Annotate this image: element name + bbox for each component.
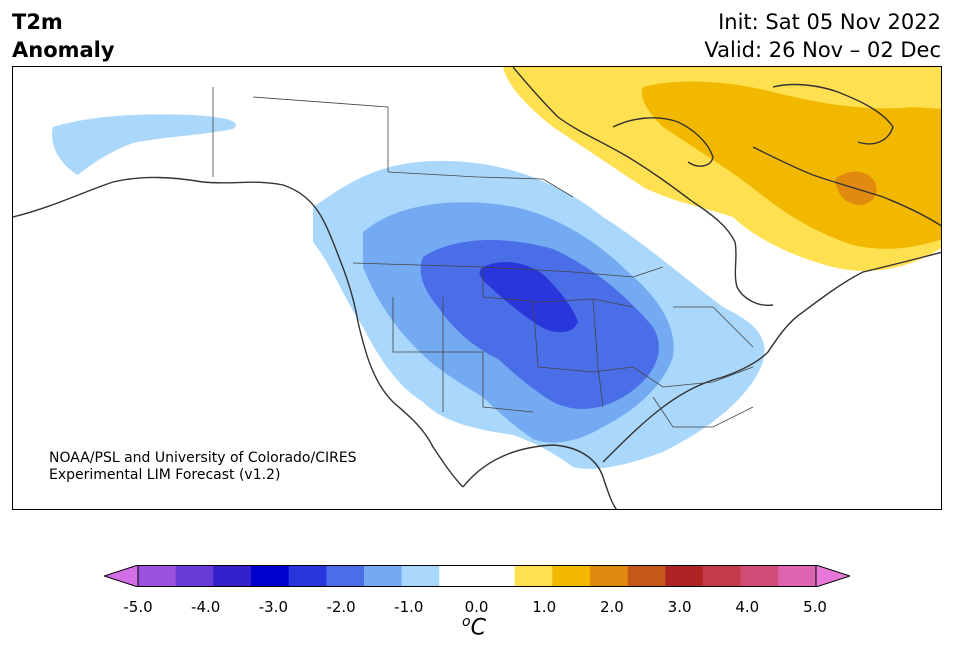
coastlines bbox=[13, 67, 941, 509]
cold-anomaly-band-4 bbox=[479, 262, 578, 333]
unit-letter: C bbox=[470, 615, 486, 641]
colorbar-cell bbox=[288, 565, 327, 587]
colorbar-ticks: -5.0 -4.0 -3.0 -2.0 -1.0 0.0 1.0 2.0 3.0 4.0 5.0 bbox=[0, 598, 953, 618]
colorbar-cell bbox=[175, 565, 214, 587]
quantity-label: Anomaly bbox=[12, 38, 115, 62]
political-borders bbox=[212, 87, 754, 428]
colorbar-tick-label: 1.0 bbox=[532, 598, 557, 616]
colorbar-cell bbox=[251, 565, 290, 587]
credit-text: NOAA/PSL and University of Colorado/CIRE… bbox=[49, 450, 357, 484]
colorbar-tick-label: -1.0 bbox=[394, 598, 424, 616]
map-title: T2m Anomaly bbox=[12, 8, 115, 64]
cold-anomaly-band-1-west bbox=[52, 114, 237, 175]
colorbar-cell bbox=[477, 565, 516, 587]
anomaly-map bbox=[12, 66, 942, 510]
variable-label: T2m bbox=[12, 10, 63, 34]
colorbar-cell bbox=[364, 565, 403, 587]
colorbar-tick-label: 4.0 bbox=[735, 598, 760, 616]
colorbar-cell bbox=[138, 565, 177, 587]
unit-superscript: o bbox=[462, 614, 471, 630]
colorbar-cell bbox=[627, 565, 666, 587]
colorbar-cell bbox=[326, 565, 365, 587]
colorbar-tick-label: -5.0 bbox=[123, 598, 153, 616]
colorbar-cell bbox=[703, 565, 742, 587]
colorbar-cell bbox=[552, 565, 591, 587]
colorbar-tick-label: 0.0 bbox=[464, 598, 489, 616]
map-svg bbox=[13, 67, 941, 509]
colorbar bbox=[104, 565, 850, 587]
colorbar-cell bbox=[665, 565, 704, 587]
forecast-dates: Init: Sat 05 Nov 2022 Valid: 26 Nov – 02… bbox=[704, 8, 941, 64]
colorbar-outline bbox=[137, 565, 817, 587]
colorbar-max-arrow bbox=[815, 565, 850, 587]
colorbar-tick-label: 2.0 bbox=[599, 598, 624, 616]
colorbar-tick-label: -3.0 bbox=[258, 598, 289, 616]
colorbar-cell bbox=[401, 565, 440, 587]
credit-line-2: Experimental LIM Forecast (v1.2) bbox=[49, 467, 281, 483]
credit-line-1: NOAA/PSL and University of Colorado/CIRE… bbox=[49, 450, 357, 466]
colorbar-tick-label: 3.0 bbox=[667, 598, 692, 616]
valid-range: Valid: 26 Nov – 02 Dec bbox=[704, 38, 941, 62]
colorbar-tick-label: -4.0 bbox=[191, 598, 221, 616]
colorbar-tick-label: 5.0 bbox=[803, 598, 827, 616]
colorbar-unit: oC bbox=[462, 614, 486, 640]
colorbar-cell bbox=[439, 565, 478, 587]
colorbar-cell bbox=[514, 565, 553, 587]
colorbar-cell bbox=[778, 565, 817, 587]
colorbar-min-arrow bbox=[104, 565, 139, 587]
colorbar-cell bbox=[590, 565, 629, 587]
colorbar-cell bbox=[740, 565, 779, 587]
colorbar-cells bbox=[138, 565, 817, 587]
colorbar-cell bbox=[213, 565, 252, 587]
init-date: Init: Sat 05 Nov 2022 bbox=[718, 10, 941, 34]
colorbar-tick-label: -2.0 bbox=[326, 598, 356, 616]
